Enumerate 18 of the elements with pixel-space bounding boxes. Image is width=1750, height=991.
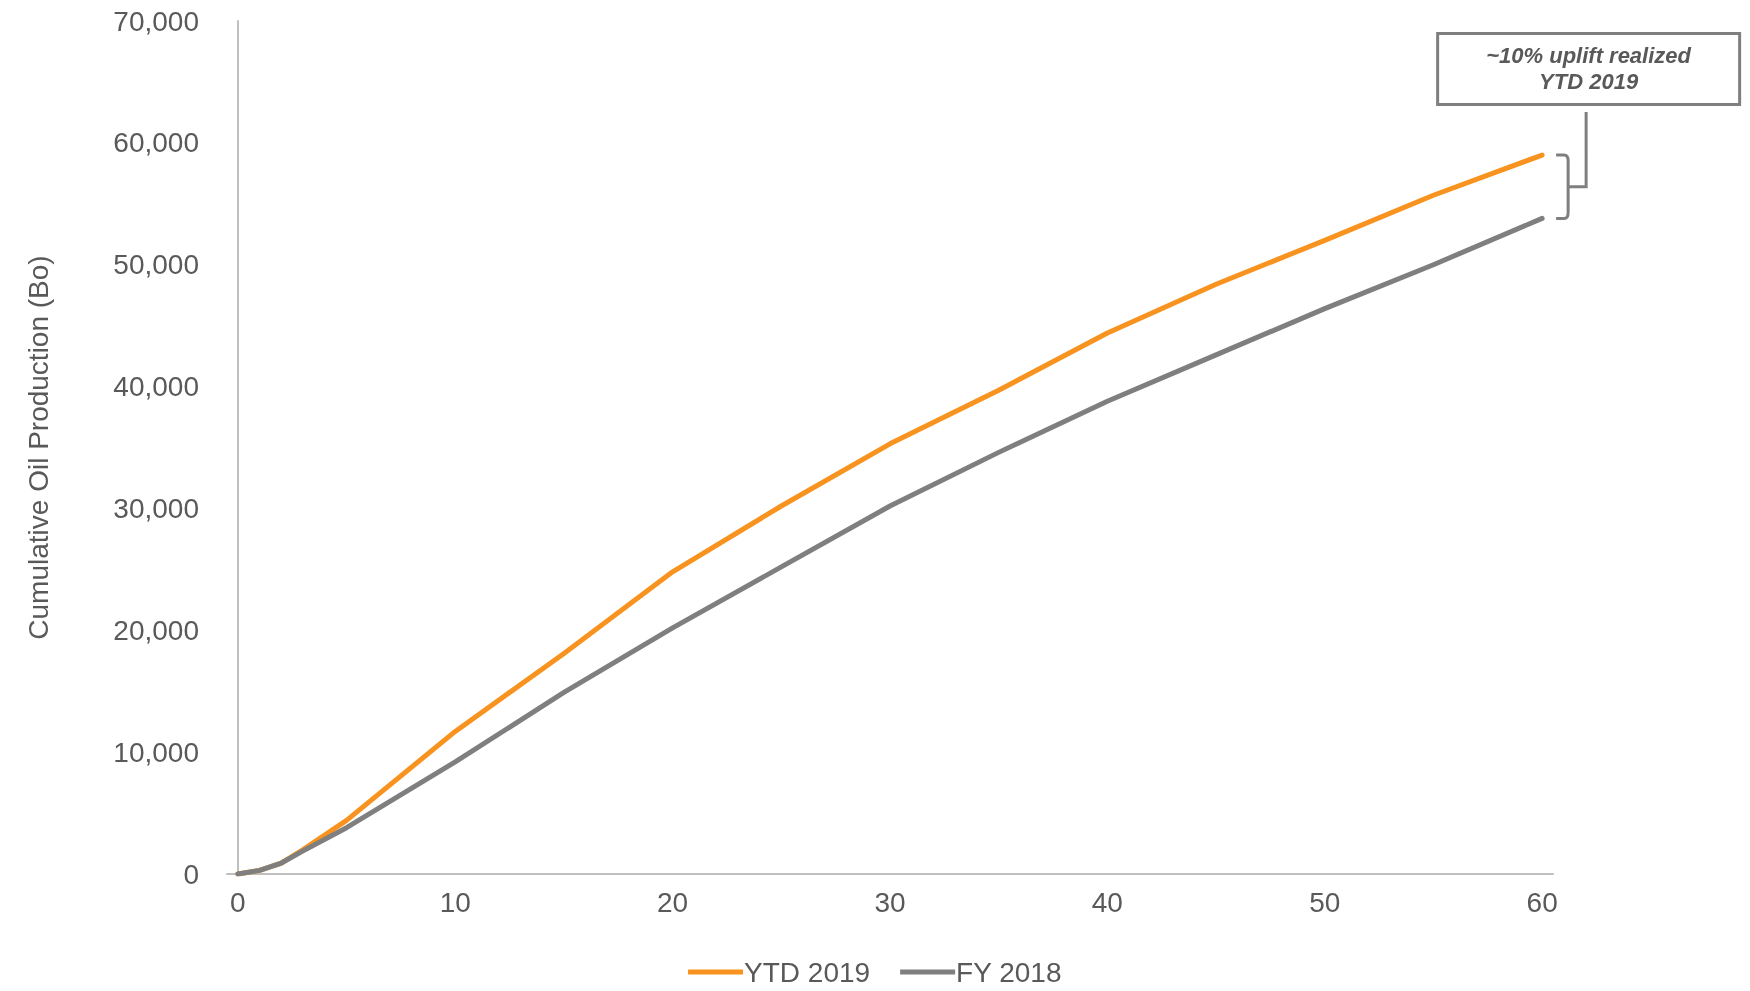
y-tick-label: 0 bbox=[183, 858, 199, 890]
x-tick-label: 60 bbox=[1526, 886, 1558, 918]
y-tick-label: 50,000 bbox=[113, 249, 199, 281]
y-tick-label: 10,000 bbox=[113, 736, 199, 768]
y-tick-label: 40,000 bbox=[113, 371, 199, 403]
y-tick-label: 70,000 bbox=[113, 5, 199, 37]
y-tick-label: 20,000 bbox=[113, 614, 199, 646]
x-tick-label: 40 bbox=[1091, 886, 1123, 918]
legend-label: FY 2018 bbox=[956, 956, 1062, 988]
x-tick-label: 30 bbox=[874, 886, 906, 918]
legend-label: YTD 2019 bbox=[744, 956, 871, 988]
y-axis-title: Cumulative Oil Production (Bo) bbox=[22, 255, 54, 640]
x-tick-label: 50 bbox=[1309, 886, 1341, 918]
x-tick-label: 10 bbox=[439, 886, 471, 918]
y-tick-label: 60,000 bbox=[113, 127, 199, 159]
y-tick-label: 30,000 bbox=[113, 492, 199, 524]
x-tick-label: 0 bbox=[230, 886, 246, 918]
x-tick-label: 20 bbox=[657, 886, 689, 918]
